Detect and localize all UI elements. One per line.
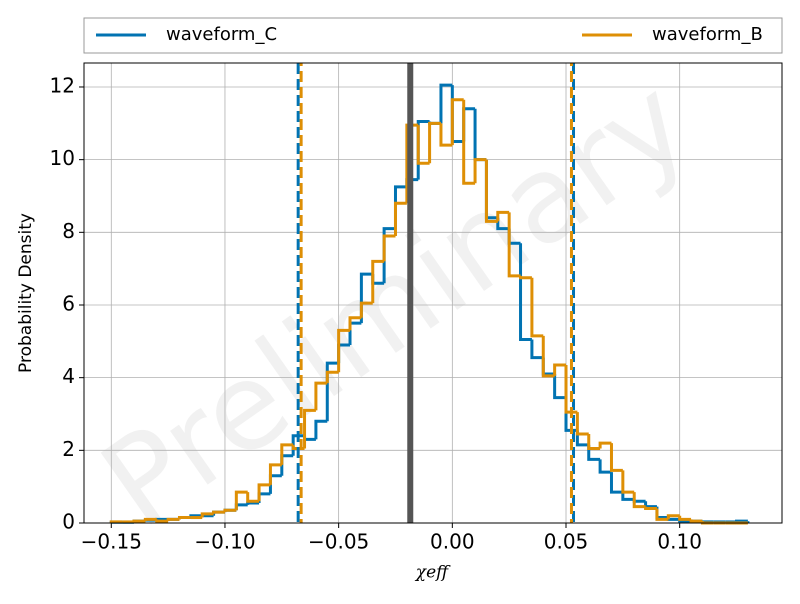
histogram-step — [132, 519, 146, 523]
histogram-step — [268, 474, 282, 494]
histogram-step — [257, 483, 271, 502]
legend-box — [83, 17, 783, 54]
histogram-step — [325, 361, 339, 422]
y-tick-label: 4 — [62, 364, 75, 388]
histogram-step — [246, 492, 260, 503]
histogram-step — [177, 516, 191, 520]
histogram-step — [553, 363, 567, 376]
histogram-step — [428, 121, 441, 164]
histogram-step — [314, 419, 328, 440]
histogram-step — [644, 506, 657, 510]
histogram-step — [541, 357, 555, 376]
histogram-step — [666, 514, 680, 520]
histogram-step — [416, 125, 430, 165]
histogram-step — [530, 277, 544, 338]
histogram-step — [530, 339, 544, 360]
histogram-step — [234, 490, 248, 511]
histogram-step — [621, 470, 635, 494]
histogram-step — [598, 441, 612, 449]
plot-frame — [83, 62, 783, 524]
x-tick-label: 0.10 — [657, 530, 702, 554]
histogram-step — [280, 443, 294, 465]
histogram-step — [462, 107, 476, 142]
histogram-step — [439, 123, 453, 147]
legend-label: waveform_C — [166, 24, 277, 45]
histogram-step — [519, 275, 532, 280]
histogram-step — [393, 201, 407, 236]
histogram-step — [155, 519, 169, 523]
histogram-step — [564, 364, 578, 414]
histogram-step — [666, 517, 680, 521]
y-axis-label: Probability Density — [16, 213, 36, 373]
histogram-step — [655, 506, 669, 520]
histogram-step — [484, 159, 498, 223]
histogram-step — [337, 328, 351, 373]
y-tick-label: 0 — [62, 510, 75, 534]
histogram-step — [382, 234, 396, 262]
histogram-step — [655, 508, 669, 521]
histogram-step — [166, 517, 180, 522]
histogram-step — [609, 472, 623, 494]
histogram-step — [223, 508, 237, 513]
histogram-step — [200, 512, 214, 518]
histogram-step — [303, 408, 316, 449]
histogram-step — [609, 443, 623, 472]
histogram-step — [553, 374, 567, 400]
histogram-step — [382, 227, 396, 284]
histogram-step — [212, 510, 225, 514]
histogram-step — [359, 301, 373, 318]
histogram-step — [348, 316, 362, 331]
x-tick-label: −0.10 — [194, 530, 255, 554]
histogram-step — [621, 492, 635, 501]
histogram-step — [257, 492, 271, 504]
y-tick-label: 8 — [62, 219, 75, 243]
y-tick-label: 10 — [50, 146, 75, 170]
histogram-step — [473, 158, 487, 184]
histogram-step — [632, 492, 646, 509]
histogram-step — [450, 98, 464, 146]
histogram-step — [678, 515, 692, 521]
x-tick-label: −0.15 — [81, 530, 142, 554]
histogram-step — [462, 99, 476, 185]
y-tick-label: 2 — [62, 437, 75, 461]
histogram-step — [507, 212, 521, 278]
y-tick-label: 12 — [50, 73, 75, 97]
histogram-step — [689, 519, 703, 523]
histogram-step — [632, 499, 646, 503]
histogram-step — [325, 370, 339, 384]
histogram-step — [405, 123, 419, 204]
legend-label: waveform_B — [652, 24, 763, 45]
histogram-step — [314, 381, 328, 411]
x-axis-label: χeff — [415, 563, 451, 583]
x-tick-label: 0.05 — [544, 530, 589, 554]
x-tick-label: −0.05 — [308, 530, 369, 554]
y-tick-label: 6 — [62, 291, 75, 315]
histogram-step — [496, 210, 510, 222]
histogram-step — [234, 503, 248, 511]
histogram-step — [541, 335, 555, 378]
histogram-step — [450, 85, 464, 143]
histogram-step — [268, 463, 282, 485]
histogram-step — [575, 412, 589, 436]
histogram-step — [371, 259, 385, 304]
histogram-step — [416, 119, 430, 180]
histogram-step — [439, 83, 453, 124]
histogram-step — [473, 108, 487, 162]
watermark: Preliminary — [78, 52, 713, 555]
histogram-step — [246, 501, 260, 505]
x-tick-label: 0.00 — [430, 530, 475, 554]
histogram-step — [598, 459, 612, 474]
histogram-step — [587, 433, 601, 451]
histogram-step — [644, 501, 657, 509]
histogram-step — [143, 517, 157, 522]
